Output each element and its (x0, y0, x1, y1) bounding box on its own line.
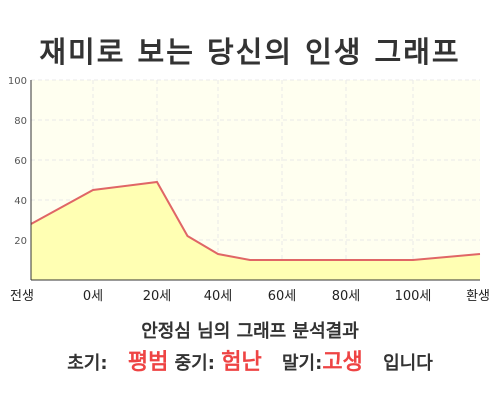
x-tick-label: 40세 (204, 289, 233, 304)
x-tick-label: 환생 (466, 289, 490, 304)
series-line (30, 180, 481, 261)
early-label: 초기: (67, 353, 108, 374)
y-tick-label: 20 (14, 236, 27, 247)
x-tick-label: 60세 (268, 289, 297, 304)
x-tick-label: 20세 (143, 289, 172, 304)
x-tick-label: 100세 (395, 289, 432, 304)
late-label: 말기: (281, 353, 323, 374)
x-tick-label: 80세 (332, 289, 361, 304)
area-fill (31, 182, 480, 280)
y-tick-label: 100 (8, 76, 27, 87)
result-summary: 초기: 평범 중기: 험난 말기:고생 입니다 (0, 348, 500, 379)
y-tick-label: 60 (14, 156, 27, 167)
early-value: 평범 (127, 350, 169, 375)
y-tick-labels: 20 40 60 80 100 (8, 76, 27, 247)
grid-lines (31, 79, 480, 280)
result-suffix: 입니다 (383, 353, 433, 374)
late-value: 고생 (322, 350, 363, 375)
mid-value: 험난 (221, 350, 262, 375)
mid-label: 중기: (174, 353, 215, 374)
y-tick-label: 40 (14, 196, 27, 207)
x-tick-labels: 전생 0세 20세 40세 60세 80세 100세 환생 (10, 289, 490, 304)
page-title: 재미로 보는 당신의 인생 그래프 (39, 35, 461, 69)
x-tick-label: 0세 (83, 289, 103, 304)
result-heading: 안정심 님의 그래프 분석결과 (141, 321, 359, 342)
y-tick-label: 80 (14, 116, 27, 127)
x-tick-label: 전생 (10, 289, 34, 304)
